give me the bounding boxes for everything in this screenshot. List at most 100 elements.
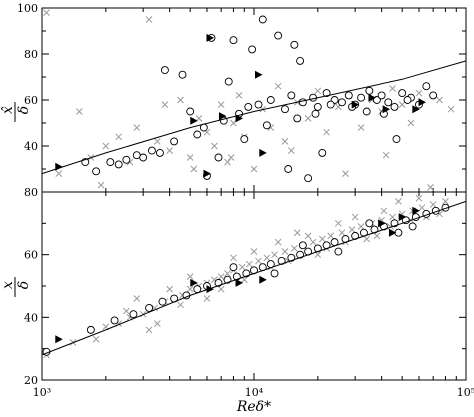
cross-stroke [255, 257, 262, 265]
cross-stroke [203, 128, 211, 136]
circle-marker [193, 285, 202, 294]
triangle-marker [206, 285, 214, 294]
triangle-marker [418, 98, 426, 107]
cross-marker [363, 235, 371, 243]
cross-stroke [190, 165, 198, 173]
cross-marker [145, 326, 153, 334]
circle-marker [139, 153, 148, 162]
circle-marker [270, 269, 279, 278]
cross-stroke [224, 158, 231, 166]
triangle-marker [206, 33, 214, 42]
circle-marker [313, 102, 322, 111]
x-tick-label: 10⁵ [457, 386, 474, 399]
bottom-tick-labels: 20 40 60 80 10³ 10⁴ 10⁵ [24, 186, 474, 399]
circle-marker [362, 107, 371, 116]
cross-marker [407, 119, 415, 127]
circle-marker [392, 135, 401, 144]
cross-marker [151, 304, 159, 312]
circle-marker [147, 146, 156, 155]
cross-stroke [203, 295, 211, 302]
circle-marker [287, 91, 296, 100]
cross-marker [166, 285, 173, 293]
cross-stroke [267, 124, 275, 131]
circle-marker [377, 91, 386, 100]
cross-stroke [323, 128, 330, 136]
cross-marker [335, 219, 342, 227]
triangle-marker [398, 213, 407, 222]
cross-stroke [166, 147, 173, 154]
cross-marker [186, 285, 194, 293]
cross-stroke [427, 184, 434, 191]
cross-marker [323, 128, 330, 136]
circle-marker [160, 66, 169, 75]
y-tick-label: 100 [17, 2, 38, 15]
circle-marker [92, 167, 101, 176]
cross-marker [436, 96, 443, 104]
cross-marker [153, 138, 161, 145]
cross-stroke [210, 276, 218, 284]
cross-stroke [240, 276, 248, 284]
cross-stroke [348, 226, 356, 233]
circle-marker [110, 316, 119, 325]
cross-stroke [314, 87, 322, 95]
cross-stroke [126, 158, 134, 166]
cross-stroke [230, 119, 237, 127]
x-axis-label: Reδ* [236, 399, 271, 415]
cross-marker [235, 92, 243, 99]
circle-marker [365, 86, 374, 95]
cross-stroke [415, 89, 423, 97]
cross-stroke [351, 213, 359, 221]
circle-marker [229, 263, 238, 272]
circle-marker [262, 121, 271, 130]
cross-stroke [380, 207, 388, 215]
y-tick-label: 60 [24, 249, 38, 262]
cross-stroke [123, 307, 130, 315]
cross-marker [153, 320, 161, 327]
circle-marker [334, 247, 343, 256]
cross-stroke [217, 101, 225, 108]
cross-stroke [43, 9, 50, 16]
circle-marker [266, 96, 275, 104]
cross-stroke [335, 219, 342, 227]
cross-marker [389, 213, 396, 221]
circle-marker [422, 82, 431, 91]
cross-marker [327, 232, 335, 240]
cross-stroke [382, 151, 390, 159]
cross-stroke [304, 232, 312, 240]
cross-stroke [238, 263, 246, 271]
cross-marker [274, 238, 282, 246]
cross-stroke [395, 198, 402, 205]
circle-marker [155, 148, 164, 157]
cross-stroke [227, 154, 235, 161]
cross-stroke [153, 138, 161, 145]
cross-stroke [389, 85, 396, 92]
cross-stroke [97, 181, 105, 189]
cross-stroke [217, 273, 225, 280]
circle-marker [370, 225, 379, 234]
cross-stroke [342, 170, 349, 177]
cross-stroke [373, 232, 381, 240]
cross-marker [427, 184, 434, 191]
cross-marker [263, 254, 271, 262]
cross-marker [238, 263, 246, 271]
circle-marker [429, 91, 438, 100]
cross-marker [290, 245, 298, 252]
cross-stroke [161, 101, 169, 108]
x-tick-label: 10⁴ [245, 386, 264, 399]
circle-marker [229, 36, 238, 45]
cross-marker [271, 251, 278, 259]
cross-stroke [281, 248, 289, 255]
circle-marker [244, 102, 253, 111]
circle-marker [186, 107, 195, 116]
cross-marker [177, 301, 184, 309]
cross-marker [293, 229, 301, 237]
cross-marker [210, 142, 218, 150]
triangle-marker [190, 116, 198, 125]
circle-marker [372, 96, 381, 104]
cross-stroke [314, 251, 322, 259]
circle-marker [318, 148, 327, 157]
cross-marker [186, 154, 194, 161]
triangle-marker [368, 93, 376, 102]
cross-stroke [92, 335, 100, 343]
